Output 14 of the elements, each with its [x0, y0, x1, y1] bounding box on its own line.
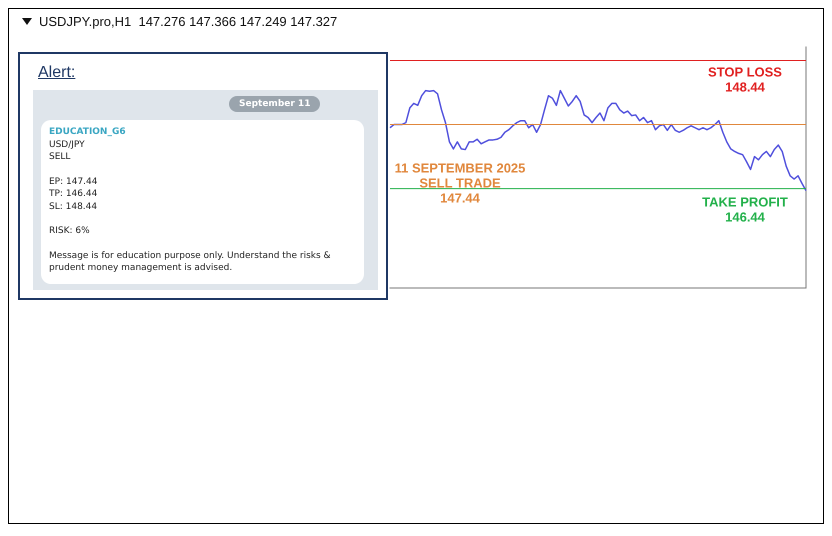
text: Message is for education purpose only. Understand the risks & prudent money management is advised.	[49, 250, 332, 274]
ref-line-label: TAKE PROFIT 146.44	[702, 194, 788, 225]
text: EP: 147.44	[49, 176, 98, 188]
text: USD/JPY	[49, 138, 86, 151]
text: EDUCATION_G6	[49, 126, 127, 138]
text: September 11	[229, 96, 320, 112]
text: TP: 146.44	[49, 188, 98, 200]
ref-line-label: STOP LOSS 148.44	[708, 64, 782, 94]
text: SL: 148.44	[49, 200, 98, 213]
text: SELL	[49, 151, 72, 164]
text: Alert:	[38, 64, 76, 82]
text: USDJPY.pro,H1 147.276 147.366 147.249 147.327	[39, 14, 338, 29]
text: RISK: 6%	[49, 225, 91, 238]
ref-line-label: 11 SEPTEMBER 2025 SELL TRADE 147.44	[394, 160, 526, 206]
